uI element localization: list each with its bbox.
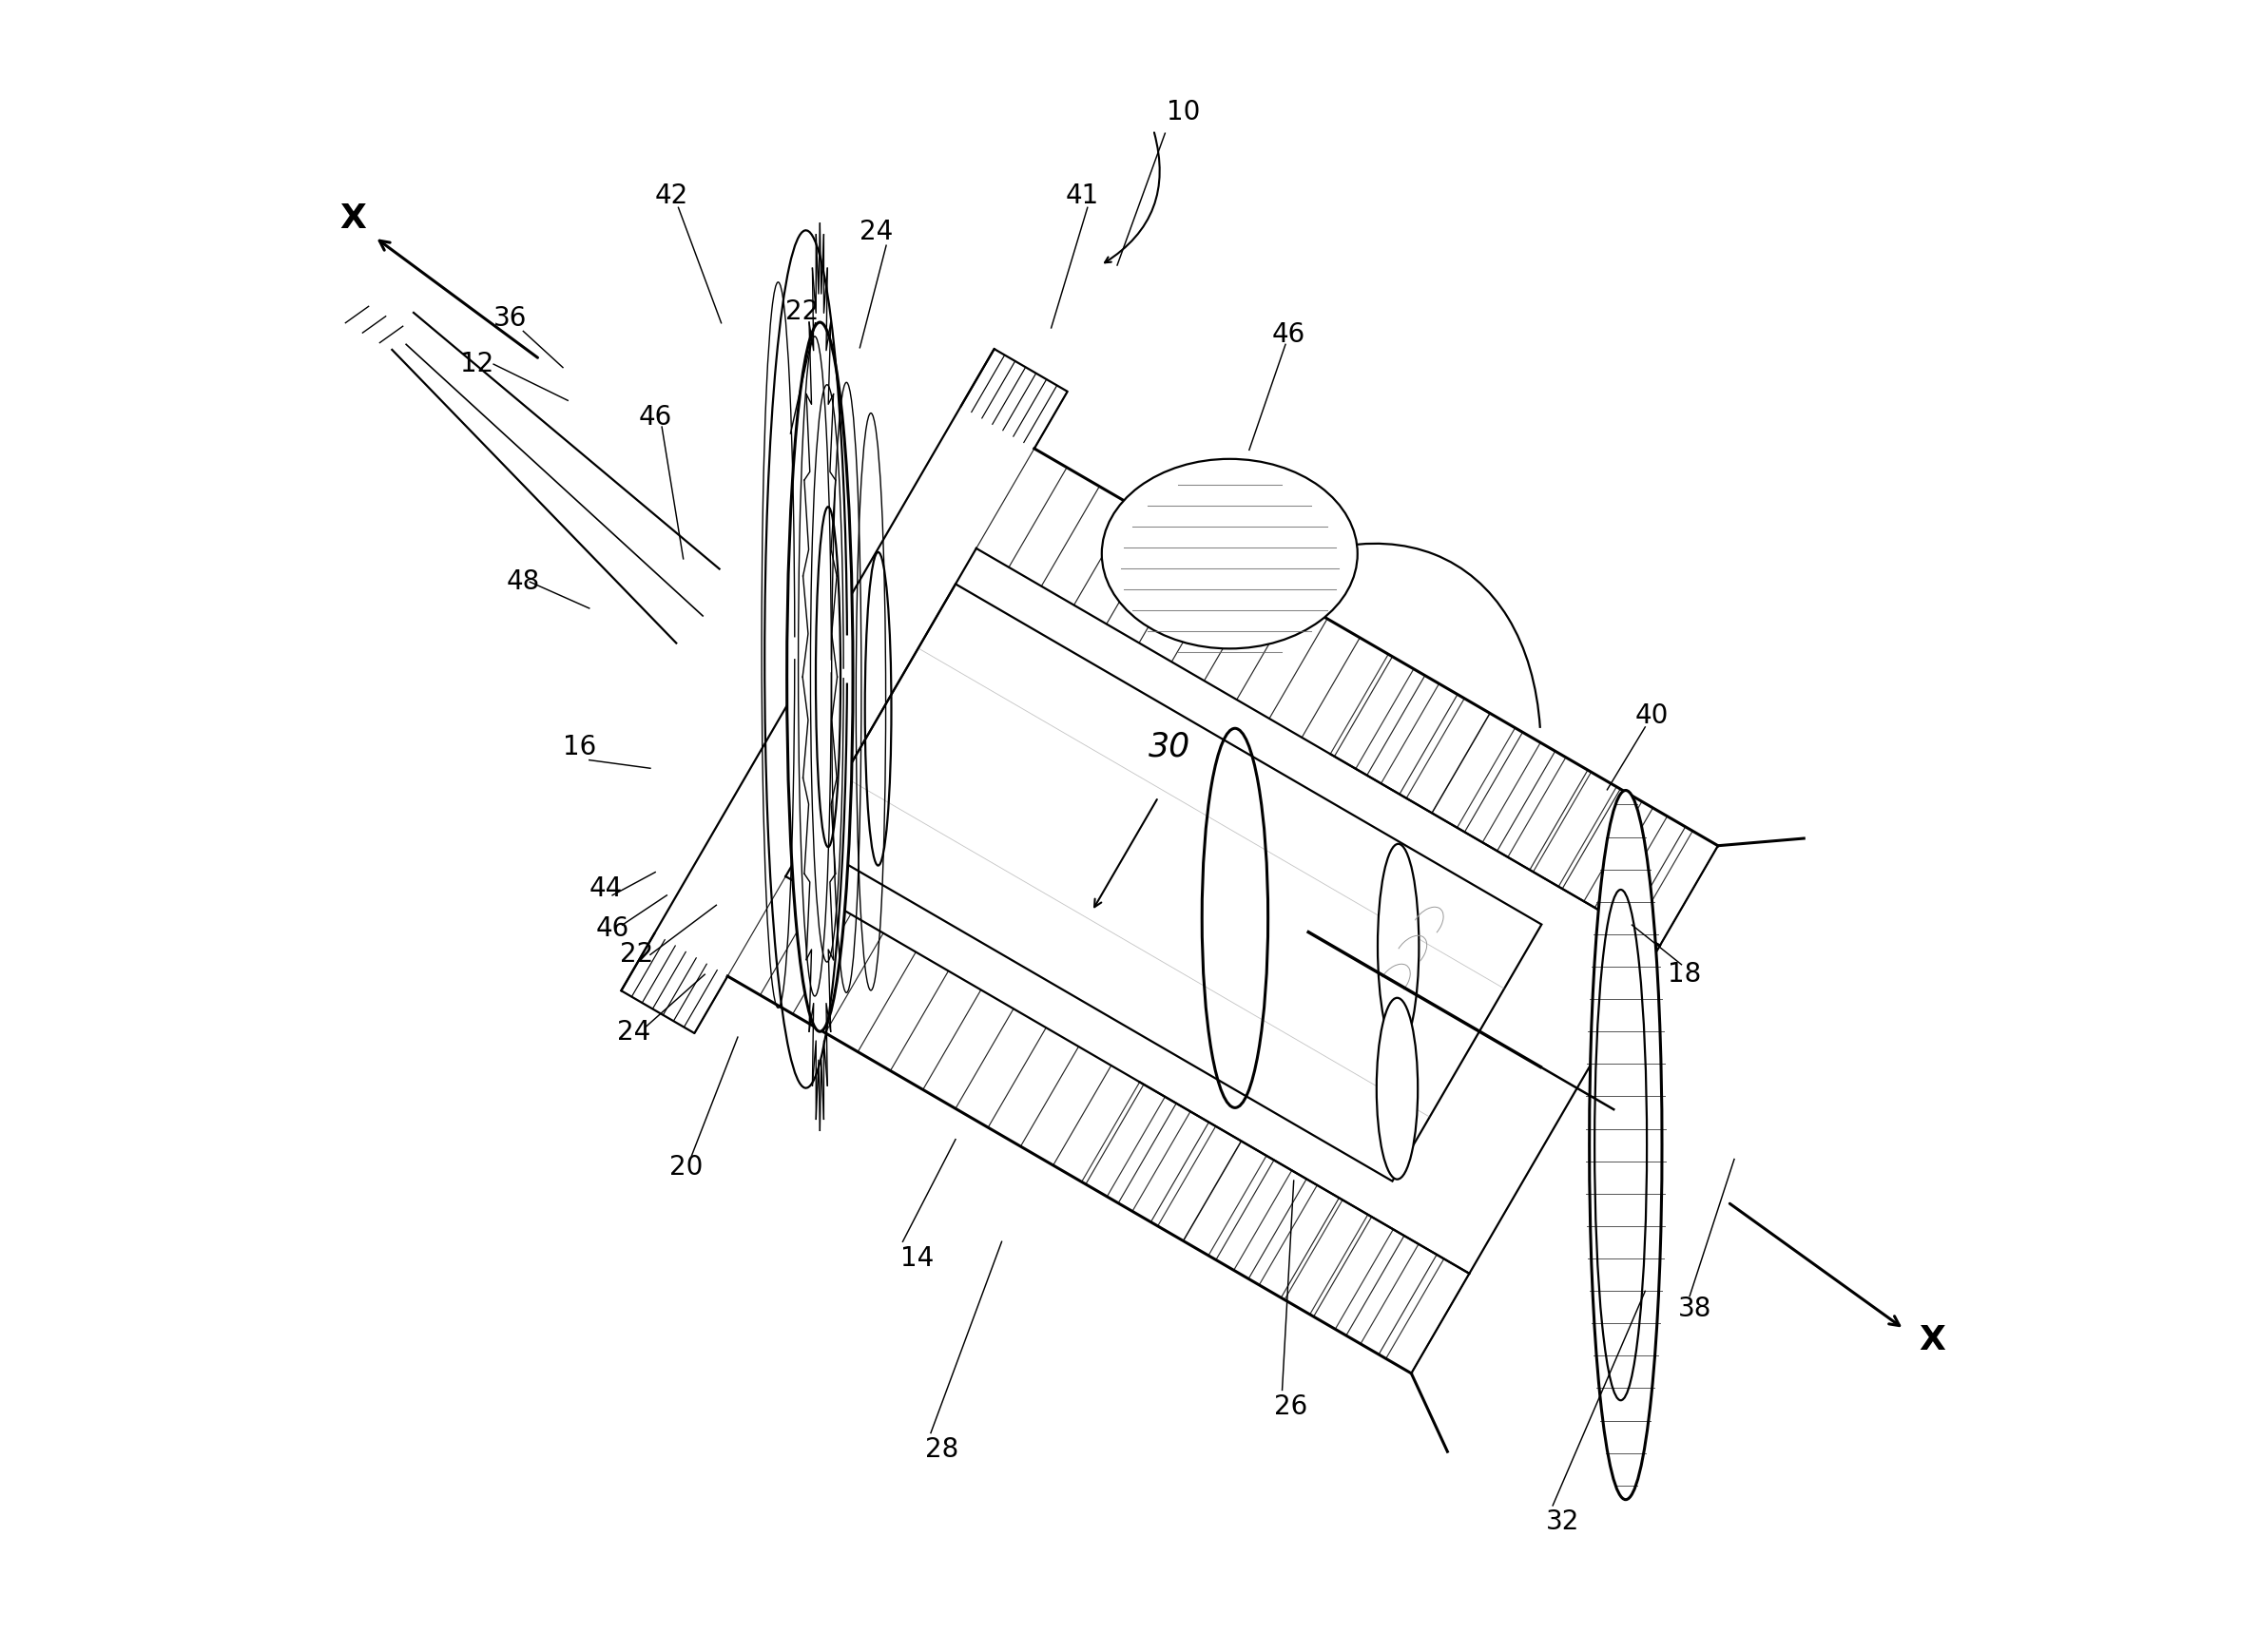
- Text: 24: 24: [616, 1019, 650, 1046]
- Text: 32: 32: [1546, 1508, 1580, 1535]
- Text: 36: 36: [493, 304, 527, 332]
- FancyArrowPatch shape: [1105, 132, 1159, 263]
- Ellipse shape: [1378, 844, 1419, 1049]
- Text: 46: 46: [596, 915, 630, 942]
- Text: 42: 42: [654, 183, 688, 210]
- Text: 24: 24: [861, 220, 894, 246]
- Ellipse shape: [787, 322, 854, 1031]
- Text: 41: 41: [1067, 183, 1100, 210]
- Text: 46: 46: [639, 403, 672, 430]
- Text: 22: 22: [784, 297, 818, 325]
- Text: X: X: [341, 203, 368, 235]
- Text: 10: 10: [1165, 99, 1199, 126]
- Text: 14: 14: [901, 1246, 934, 1272]
- Text: 18: 18: [1667, 961, 1701, 988]
- Ellipse shape: [1589, 790, 1663, 1500]
- Text: 46: 46: [1273, 320, 1307, 349]
- Ellipse shape: [1103, 459, 1358, 649]
- Text: 38: 38: [1679, 1295, 1712, 1323]
- Text: 12: 12: [459, 350, 493, 378]
- Text: 30: 30: [1150, 730, 1190, 763]
- Polygon shape: [807, 585, 1542, 1181]
- Ellipse shape: [1376, 998, 1419, 1180]
- Text: 20: 20: [670, 1155, 704, 1181]
- Text: 40: 40: [1636, 702, 1670, 729]
- Text: 28: 28: [926, 1436, 959, 1462]
- Text: 16: 16: [562, 733, 596, 760]
- Text: X: X: [1918, 1325, 1945, 1356]
- Text: 26: 26: [1273, 1393, 1307, 1419]
- Text: 48: 48: [506, 568, 540, 595]
- Text: 22: 22: [621, 942, 654, 968]
- Text: 44: 44: [589, 876, 623, 902]
